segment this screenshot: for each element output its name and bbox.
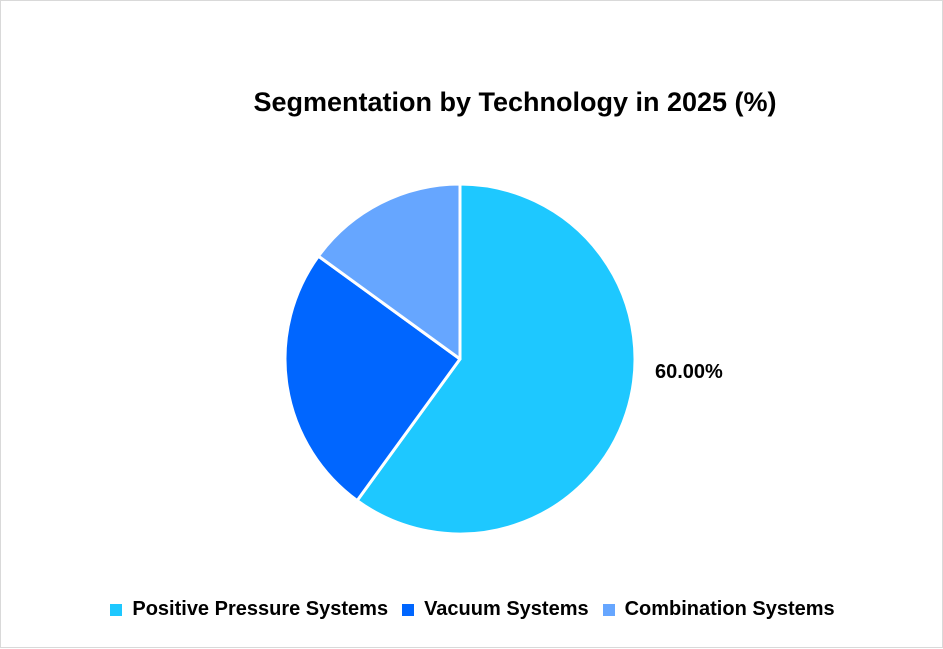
chart-title: Segmentation by Technology in 2025 (%) bbox=[253, 87, 777, 117]
legend-item-positive-pressure-systems: Positive Pressure Systems bbox=[110, 598, 388, 621]
pie-slices bbox=[283, 182, 637, 536]
legend-label: Vacuum Systems bbox=[424, 598, 589, 620]
pie-slice-vacuum-systems bbox=[283, 254, 462, 503]
data-label-positive-pressure-systems: 60.00% bbox=[655, 361, 723, 383]
legend-item-vacuum-systems: Vacuum Systems bbox=[402, 598, 589, 621]
chart-legend: Positive Pressure Systems Vacuum Systems C… bbox=[1, 598, 943, 621]
pie-slice-positive-pressure-systems bbox=[355, 182, 637, 536]
pie-slice-combination-systems bbox=[316, 182, 462, 361]
legend-swatch bbox=[110, 603, 123, 616]
legend-label: Positive Pressure Systems bbox=[132, 598, 389, 620]
legend-item-combination-systems: Combination Systems bbox=[602, 598, 835, 621]
legend-label: Combination Systems bbox=[624, 598, 835, 620]
legend-swatch bbox=[602, 603, 615, 616]
pie-data-labels: 60.00% bbox=[655, 361, 723, 383]
legend-swatch bbox=[402, 603, 415, 616]
